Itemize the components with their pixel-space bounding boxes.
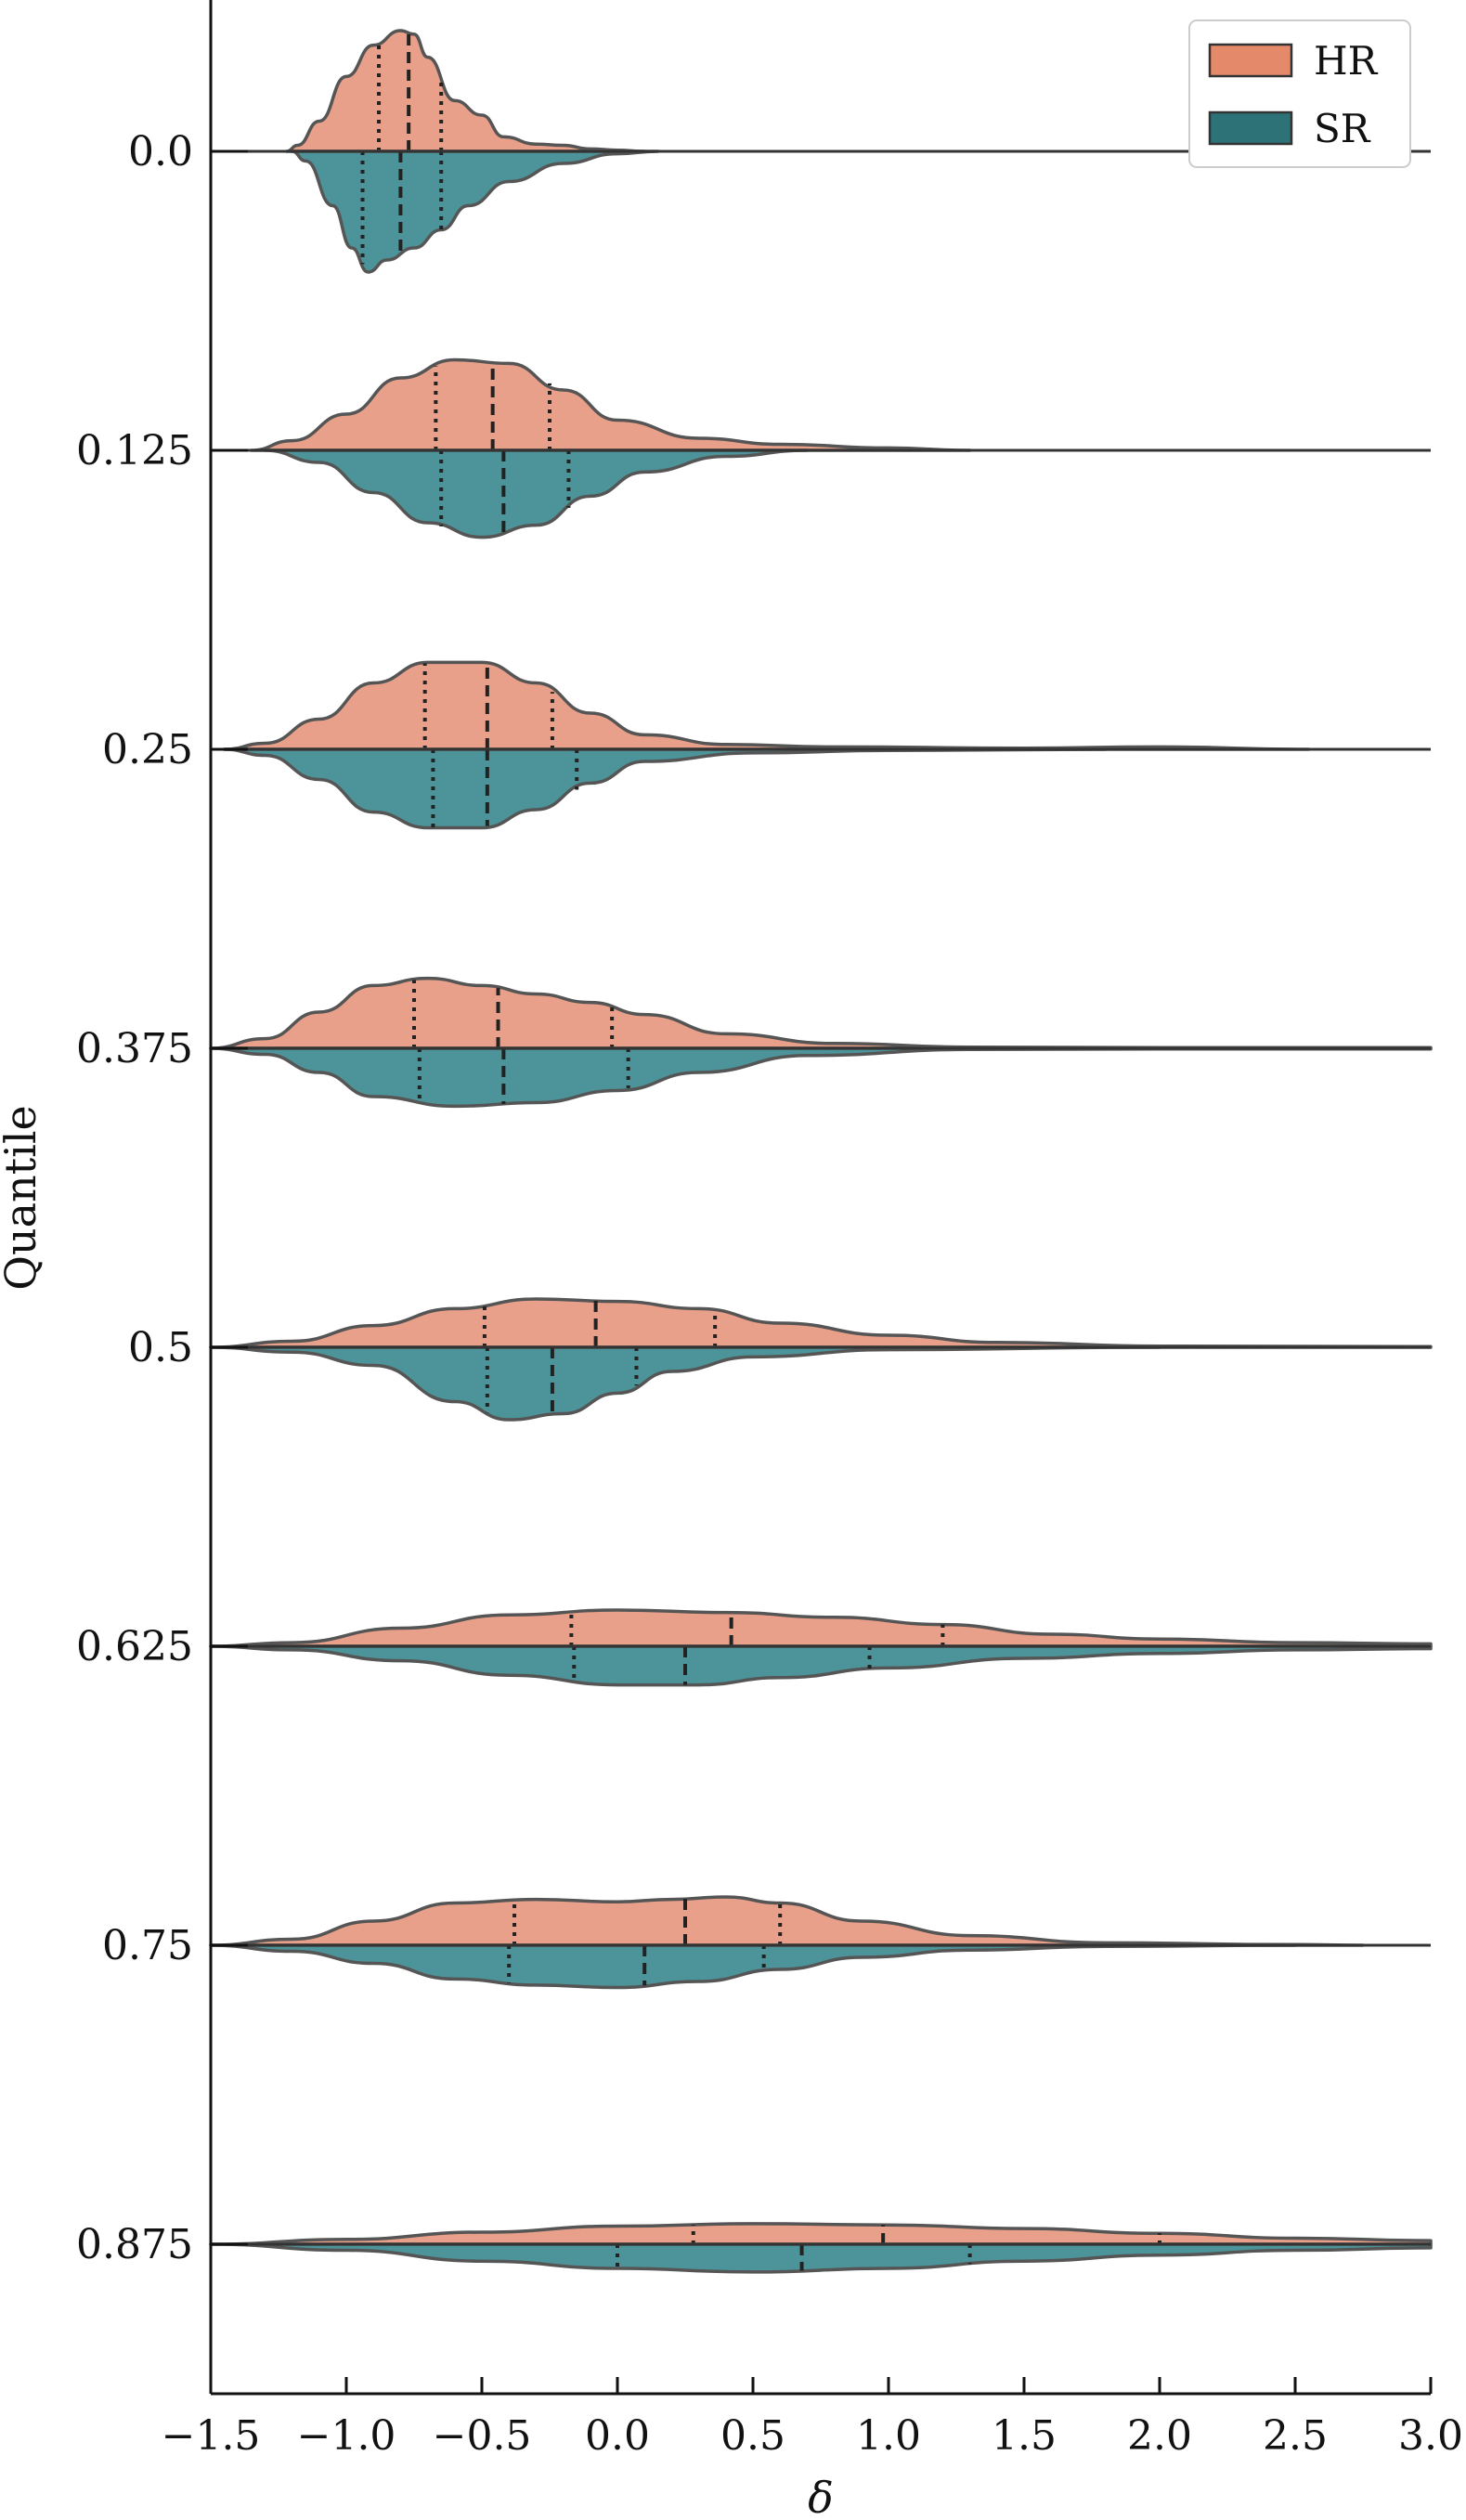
axes [209,0,1431,2396]
violin-sr-0.25 [222,747,1108,830]
violin-sr-0.0 [290,149,660,274]
violin-hr-0.875 [209,2222,1433,2246]
violin-sr-0.5 [209,1345,1161,1422]
x-tick-label: 3.0 [1398,2412,1463,2460]
x-tick-label: −0.5 [433,2412,532,2460]
y-tick-label: 0.5 [128,1324,193,1371]
y-axis-ticks: 0.0 0.125 0.25 0.375 0.5 0.625 0.75 0.875 [76,128,248,2268]
x-tick-label: 2.0 [1127,2412,1192,2460]
violin-hr-0.625 [209,1608,1433,1648]
y-tick-label: 0.75 [102,1922,193,1969]
y-tick-label: 0.375 [76,1025,193,1072]
violin-hr-0.25 [222,660,1311,751]
x-tick-label: 2.5 [1263,2412,1328,2460]
violin-sr-0.125 [263,448,810,539]
x-tick-label: 0.5 [720,2412,785,2460]
violin-sr-0.625 [209,1644,1433,1687]
y-axis-label: Quantile [0,1105,45,1291]
x-tick-label: −1.0 [297,2412,396,2460]
y-tick-label: 0.625 [76,1623,193,1670]
legend-swatch-sr [1208,110,1293,146]
x-tick-label: 1.5 [992,2412,1057,2460]
violin-sr-0.875 [209,2242,1433,2274]
x-axis-label: δ [808,2473,834,2520]
violin-hr-0.5 [209,1297,1433,1349]
legend-label-sr: SR [1314,106,1371,151]
legend: HR SR [1188,19,1411,168]
y-tick-label: 0.0 [128,128,193,175]
violin-plot-area [209,29,1433,2274]
x-tick-label: 1.0 [856,2412,921,2460]
violin-hr-0.0 [285,29,646,153]
y-tick-label: 0.125 [76,427,193,474]
legend-swatch-hr [1208,43,1293,78]
legend-label-hr: HR [1314,38,1379,84]
violin-hr-0.125 [250,357,972,452]
y-tick-label: 0.25 [102,726,193,773]
x-axis-ticks: −1.5 −1.0 −0.5 0.0 0.5 1.0 1.5 2.0 2.5 3.0 [162,2377,1463,2460]
y-tick-label: 0.875 [76,2221,193,2268]
x-tick-label: 0.0 [585,2412,650,2460]
legend-frame [1188,19,1411,168]
violin-hr-0.75 [209,1895,1365,1947]
x-tick-label: −1.5 [162,2412,261,2460]
violin-hr-0.375 [209,976,1433,1050]
violin-sr-0.75 [209,1943,1297,1990]
violin-sr-0.375 [209,1046,1433,1109]
